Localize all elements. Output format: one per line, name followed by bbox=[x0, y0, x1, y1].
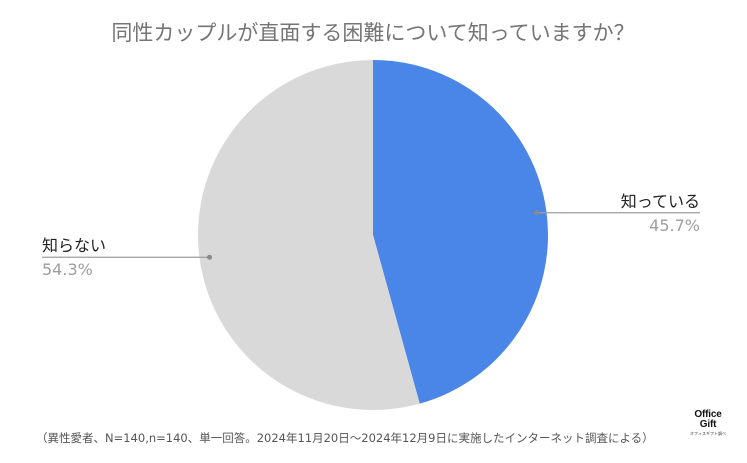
logo-caption: オフィスギフト調べ bbox=[690, 431, 726, 436]
logo-line-2: Gift bbox=[699, 419, 717, 430]
survey-footnote: （異性愛者、N=140,n=140、単一回答。2024年11月20日〜2024年… bbox=[36, 431, 654, 445]
callout-dot-1 bbox=[207, 254, 213, 260]
pie-slice-1 bbox=[198, 60, 420, 410]
pie-slices bbox=[198, 60, 549, 410]
callout-dot-0 bbox=[533, 210, 539, 216]
pie-slice-0 bbox=[373, 60, 549, 404]
logo-line-1: Office bbox=[694, 409, 722, 420]
slice-label-1: 知らない bbox=[42, 236, 106, 255]
slice-label-0: 知っている bbox=[621, 192, 700, 211]
slice-percent-0: 45.7% bbox=[649, 216, 700, 235]
chart-title: 同性カップルが直面する困難について知っていますか？ bbox=[111, 21, 634, 45]
office-gift-logo: Office Gift オフィスギフト調べ bbox=[678, 410, 738, 436]
slice-percent-1: 54.3% bbox=[42, 260, 93, 279]
pie-callouts: 知っている 45.7% 知らない 54.3% bbox=[42, 192, 700, 279]
